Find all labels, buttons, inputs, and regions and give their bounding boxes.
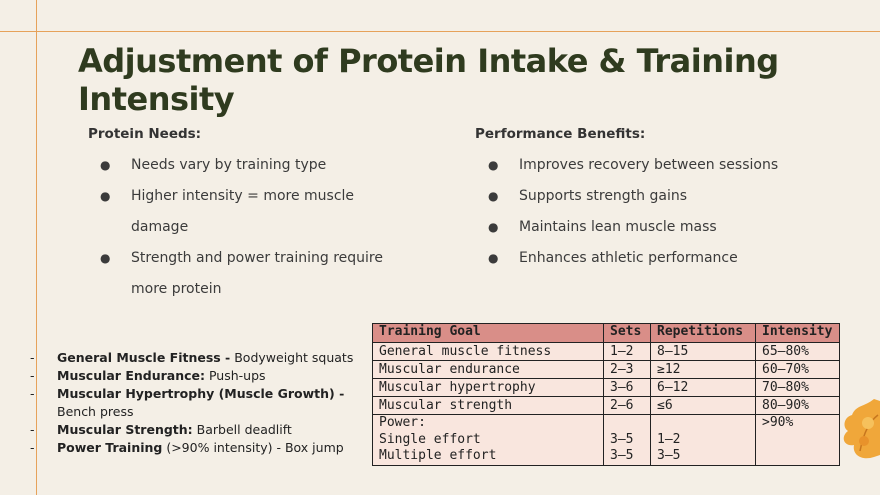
list-item: General Muscle Fitness - Bodyweight squa… bbox=[30, 349, 370, 367]
training-goal-table: Training Goal Sets Repetitions Intensity… bbox=[372, 323, 840, 466]
power-sets-blank bbox=[610, 415, 644, 432]
cell-intensity: 65–80% bbox=[755, 342, 840, 361]
performance-benefits-heading: Performance Benefits: bbox=[475, 126, 646, 142]
cell-goal: Muscular hypertrophy bbox=[372, 378, 604, 397]
table-row: Muscular hypertrophy 3–6 6–12 70–80% bbox=[372, 378, 840, 397]
power-multiple-sets: 3–5 bbox=[610, 448, 634, 463]
cell-reps: 1–2 3–5 bbox=[650, 414, 756, 466]
protein-needs-heading: Protein Needs: bbox=[88, 126, 202, 142]
list-item: Power Training (>90% intensity) - Box ju… bbox=[30, 439, 370, 457]
list-item: Improves recovery between sessions bbox=[488, 150, 818, 181]
cell-reps: ≥12 bbox=[650, 360, 756, 379]
cell-goal: Muscular strength bbox=[372, 396, 604, 415]
cell-sets: 3–5 3–5 bbox=[603, 414, 651, 466]
cell-intensity: 60–70% bbox=[755, 360, 840, 379]
cell-goal: Muscular endurance bbox=[372, 360, 604, 379]
list-item: Supports strength gains bbox=[488, 181, 818, 212]
cell-reps: 6–12 bbox=[650, 378, 756, 397]
table-header-row: Training Goal Sets Repetitions Intensity bbox=[372, 323, 840, 343]
cell-sets: 2–3 bbox=[603, 360, 651, 379]
cell-goal: General muscle fitness bbox=[372, 342, 604, 361]
cell-sets: 1–2 bbox=[603, 342, 651, 361]
exercise-examples-list: General Muscle Fitness - Bodyweight squa… bbox=[30, 349, 370, 457]
power-label: Power: bbox=[379, 415, 426, 430]
cell-sets: 2–6 bbox=[603, 396, 651, 415]
performance-benefits-list: Improves recovery between sessions Suppo… bbox=[488, 150, 818, 274]
cell-intensity: >90% bbox=[755, 414, 840, 466]
cell-intensity: 80–90% bbox=[755, 396, 840, 415]
power-single-sets: 3–5 bbox=[610, 431, 634, 447]
power-single-label: Single effort bbox=[379, 431, 481, 447]
accent-vertical-line bbox=[36, 0, 37, 495]
list-item: Muscular Strength: Barbell deadlift bbox=[30, 421, 370, 439]
power-multiple-label: Multiple effort bbox=[379, 448, 497, 463]
table-row: Muscular strength 2–6 ≤6 80–90% bbox=[372, 396, 840, 415]
list-item: Maintains lean muscle mass bbox=[488, 212, 818, 243]
power-multiple-reps: 3–5 bbox=[657, 448, 681, 463]
cell-reps: ≤6 bbox=[650, 396, 756, 415]
table-row-power: Power: Single effort Multiple effort 3–5… bbox=[372, 414, 840, 466]
slide-title: Adjustment of Protein Intake & Training … bbox=[78, 42, 779, 118]
accent-horizontal-line bbox=[0, 31, 880, 32]
list-item: Enhances athletic performance bbox=[488, 243, 818, 274]
list-item: Muscular Endurance: Push-ups bbox=[30, 367, 370, 385]
cell-intensity: 70–80% bbox=[755, 378, 840, 397]
table-row: General muscle fitness 1–2 8–15 65–80% bbox=[372, 342, 840, 361]
header-repetitions: Repetitions bbox=[650, 323, 756, 343]
cell-goal: Power: Single effort Multiple effort bbox=[372, 414, 604, 466]
list-item: Muscular Hypertrophy (Muscle Growth) - B… bbox=[30, 385, 370, 421]
list-item: Strength and power training require more… bbox=[100, 243, 390, 305]
header-intensity: Intensity bbox=[755, 323, 840, 343]
header-training-goal: Training Goal bbox=[372, 323, 604, 343]
cell-reps: 8–15 bbox=[650, 342, 756, 361]
protein-needs-list: Needs vary by training type Higher inten… bbox=[100, 150, 390, 305]
cell-sets: 3–6 bbox=[603, 378, 651, 397]
autumn-leaf-decoration bbox=[843, 399, 880, 459]
list-item: Higher intensity = more muscle damage bbox=[100, 181, 390, 243]
power-reps-blank bbox=[657, 415, 749, 432]
list-item: Needs vary by training type bbox=[100, 150, 390, 181]
header-sets: Sets bbox=[603, 323, 651, 343]
power-single-reps: 1–2 bbox=[657, 431, 681, 447]
table-row: Muscular endurance 2–3 ≥12 60–70% bbox=[372, 360, 840, 379]
